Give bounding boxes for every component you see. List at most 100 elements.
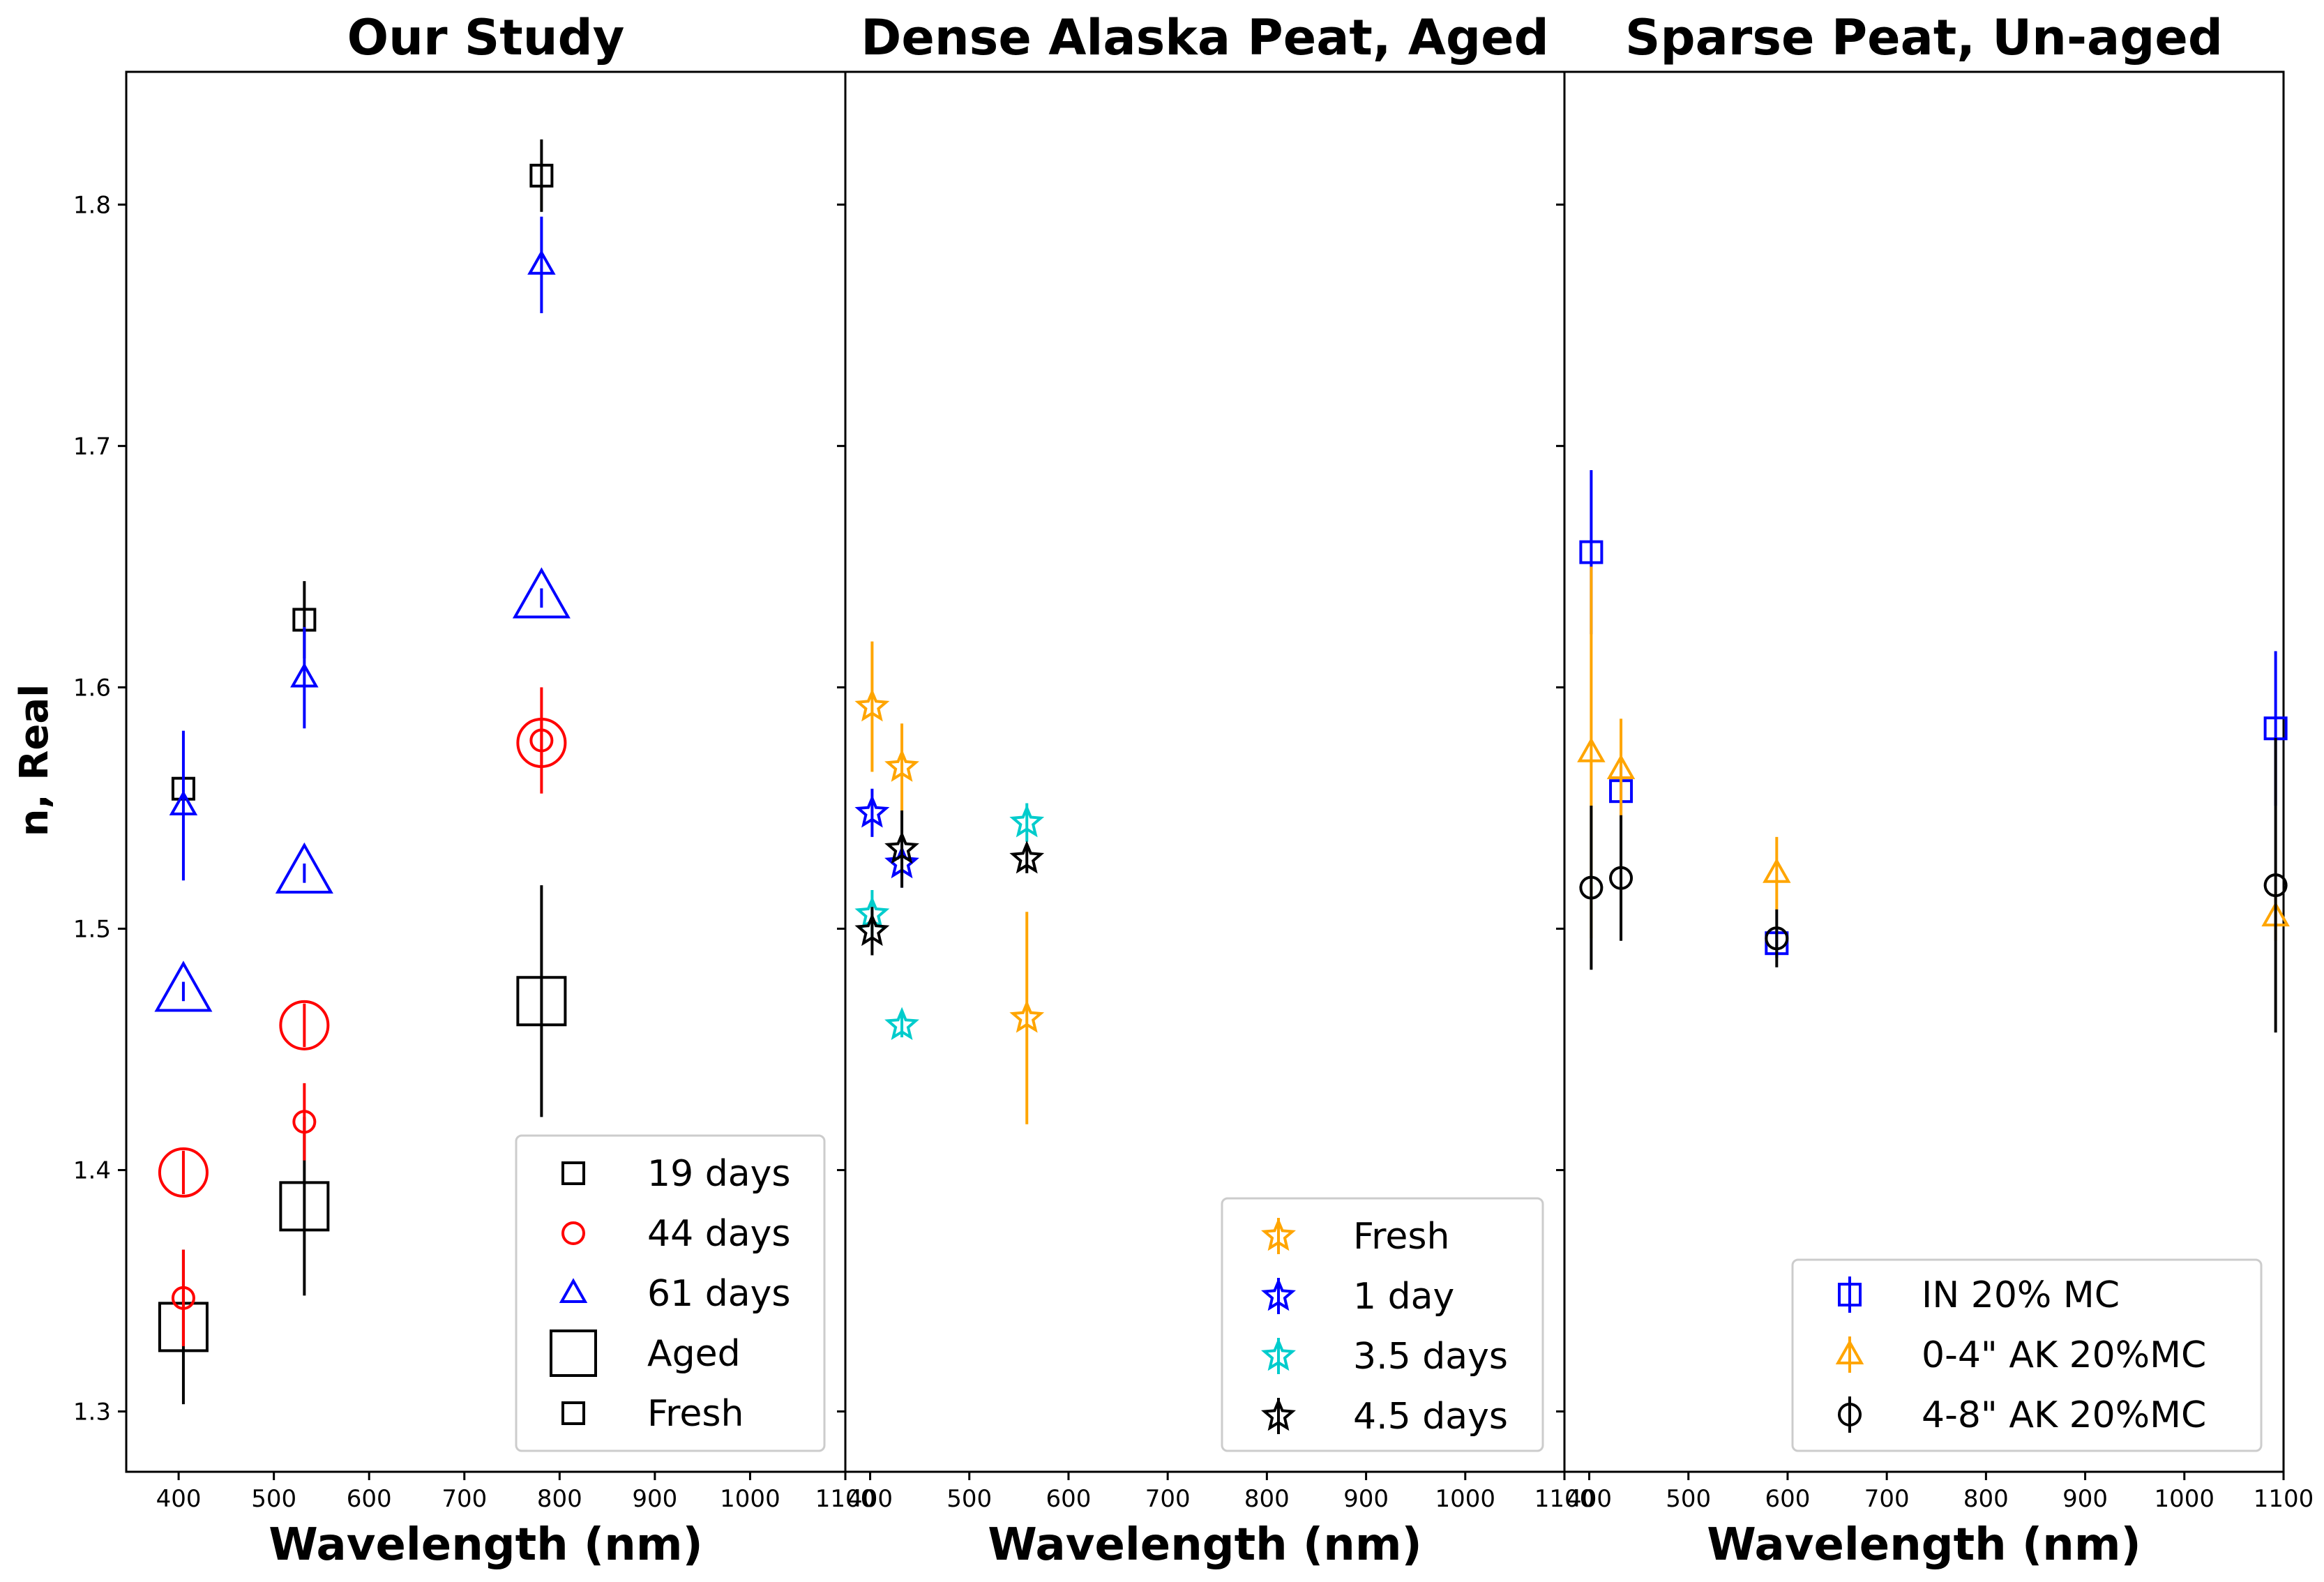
legend: 19 days 44 days 61 days Aged Fresh — [515, 1134, 826, 1452]
data-point — [1765, 926, 1789, 951]
data-point — [1577, 737, 1606, 762]
legend-marker — [561, 1161, 585, 1185]
panel-title: Our Study — [347, 9, 625, 66]
legend-marker — [550, 1329, 597, 1377]
data-point — [292, 1110, 317, 1134]
legend-marker — [561, 1221, 585, 1245]
series-61-days-fresh — [169, 216, 556, 881]
panel-1: Our Study Wavelength (nm) 400 500 600 700 800 9… — [73, 9, 875, 1571]
y-tick-label: 1.4 — [73, 1157, 111, 1184]
legend-marker — [561, 1401, 585, 1425]
data-point — [854, 688, 890, 722]
x-tick-label: 400 — [847, 1485, 893, 1513]
data-point — [529, 728, 554, 753]
data-point — [279, 1000, 330, 1050]
x-tick-label: 900 — [2062, 1485, 2108, 1513]
legend-marker — [1838, 1403, 1862, 1426]
x-tick-label: 1000 — [720, 1485, 780, 1513]
legend-label: IN 20% MC — [1922, 1274, 2120, 1316]
series-fresh — [854, 641, 1045, 1124]
legend: IN 20% MC 0-4" AK 20%MC 4-8" AK 20%MC — [1791, 1258, 2263, 1452]
series-4-5-days — [854, 810, 1045, 956]
y-axis-label: n, Real — [12, 684, 57, 837]
x-axis-label: Wavelength (nm) — [269, 1519, 703, 1571]
series-44-days-aged — [158, 717, 567, 1198]
data-point — [884, 1007, 919, 1041]
data-point — [1579, 875, 1604, 900]
plot-frame — [1563, 70, 2285, 1473]
legend-marker — [1261, 1397, 1296, 1431]
panel-3: Sparse Peat, Un-aged Wavelength (nm) 400 50… — [1556, 9, 2314, 1571]
data-point — [516, 976, 567, 1027]
legend-marker — [1261, 1277, 1296, 1311]
data-point — [279, 1181, 330, 1232]
x-tick-label: 400 — [156, 1485, 202, 1513]
x-tick-label: 900 — [632, 1485, 677, 1513]
x-tick-label: 700 — [1864, 1485, 1910, 1513]
x-tick-label: 700 — [1145, 1485, 1191, 1513]
data-point — [1609, 866, 1633, 890]
legend-marker — [1838, 1283, 1862, 1306]
data-point — [1009, 840, 1045, 874]
legend-label: 4-8" AK 20%MC — [1922, 1394, 2206, 1436]
legend-label: 19 days — [647, 1153, 790, 1195]
legend-label: Fresh — [647, 1393, 744, 1435]
series-in-20-mc — [1579, 469, 2288, 958]
y-tick-label: 1.8 — [73, 191, 111, 219]
panel-title: Dense Alaska Peat, Aged — [861, 9, 1548, 66]
legend-marker — [1261, 1217, 1296, 1251]
x-tick-label: 1100 — [2254, 1485, 2314, 1513]
legend-label: 4.5 days — [1353, 1396, 1508, 1438]
chart-panels: Our Study Wavelength (nm) 400 500 600 700 800 9… — [73, 9, 2314, 1571]
legend-marker — [1261, 1337, 1296, 1371]
series-19-days-fresh — [171, 139, 554, 801]
series-4-8-ak-20-mc — [1579, 738, 2288, 1033]
legend-marker — [559, 1278, 588, 1303]
panel-2: Dense Alaska Peat, Aged Wavelength (nm) 40… — [837, 9, 1594, 1571]
legend-label: Fresh — [1353, 1216, 1449, 1258]
x-tick-label: 500 — [946, 1485, 992, 1513]
data-point — [171, 1286, 195, 1310]
legend-label: Aged — [647, 1333, 741, 1375]
legend-marker — [1835, 1339, 1864, 1364]
series-44-days-fresh — [171, 687, 554, 1347]
data-point — [512, 567, 571, 619]
data-point — [1606, 754, 1636, 780]
series-0-4-ak-20-mc — [1577, 566, 2290, 941]
legend-label: 44 days — [647, 1213, 790, 1255]
data-point — [884, 830, 919, 864]
data-point — [2263, 873, 2288, 898]
data-point — [1009, 1000, 1045, 1033]
data-point — [1763, 858, 1791, 883]
x-tick-label: 600 — [1765, 1485, 1811, 1513]
data-point — [854, 794, 890, 828]
data-point — [275, 842, 333, 894]
data-point — [169, 790, 198, 815]
data-point — [854, 912, 890, 947]
y-tick-label: 1.7 — [73, 432, 111, 460]
legend-label: 1 day — [1353, 1276, 1454, 1318]
x-tick-label: 900 — [1343, 1485, 1389, 1513]
legend: Fresh 1 day 3.5 days 4.5 days — [1221, 1197, 1544, 1452]
x-tick-label: 1000 — [1435, 1485, 1496, 1513]
data-point — [290, 662, 319, 688]
y-tick-label: 1.6 — [73, 674, 111, 702]
y-tick-label: 1.5 — [73, 915, 111, 943]
data-point — [884, 748, 919, 782]
series-61-days-aged — [154, 567, 571, 1012]
data-point — [158, 1147, 209, 1198]
legend-box — [1221, 1197, 1544, 1452]
series-19-days-aged — [158, 885, 567, 1405]
x-axis-label: Wavelength (nm) — [1707, 1519, 2141, 1571]
x-tick-label: 500 — [1666, 1485, 1711, 1513]
x-tick-label: 600 — [1046, 1485, 1092, 1513]
x-tick-label: 600 — [347, 1485, 392, 1513]
x-tick-label: 800 — [537, 1485, 582, 1513]
legend-box — [1791, 1258, 2263, 1452]
data-point — [154, 960, 213, 1012]
legend-label: 0-4" AK 20%MC — [1922, 1334, 2206, 1376]
legend-label: 3.5 days — [1353, 1336, 1508, 1378]
panel-title: Sparse Peat, Un-aged — [1625, 9, 2223, 66]
data-point — [527, 250, 556, 275]
